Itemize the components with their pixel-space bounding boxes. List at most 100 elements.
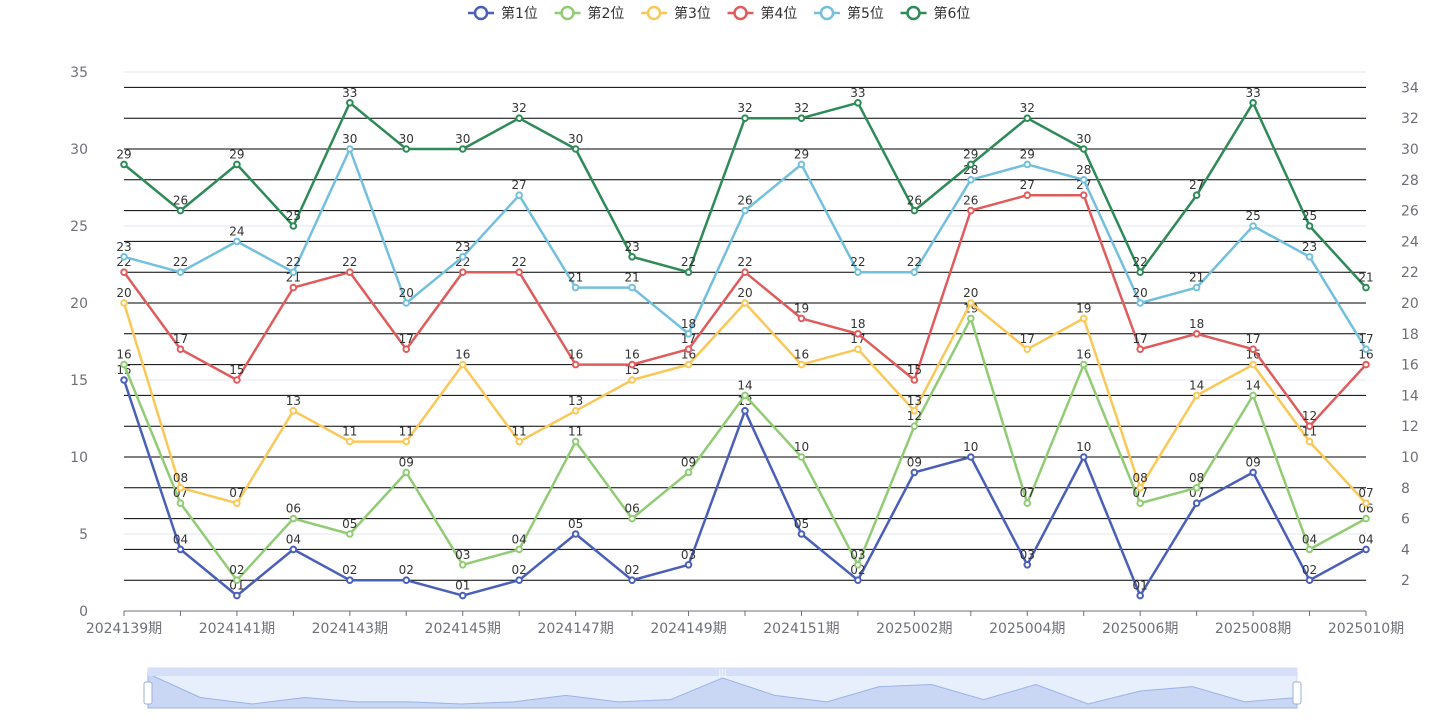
data-label: 16: [116, 348, 131, 362]
data-point: [346, 145, 354, 153]
data-point: [289, 222, 298, 230]
data-label: 13: [737, 394, 752, 408]
data-point: [741, 391, 749, 400]
legend-marker: [819, 5, 835, 21]
data-point: [797, 360, 806, 369]
legend-label: 第5位: [847, 5, 884, 22]
slider-move-handle[interactable]: |||: [718, 668, 726, 677]
data-point: [910, 376, 919, 384]
data-label: 10: [794, 440, 809, 454]
data-point: [289, 514, 298, 523]
data-label: 04: [1302, 532, 1317, 546]
data-label: 27: [1189, 178, 1204, 192]
data-label: 22: [850, 255, 865, 269]
legend-item[interactable]: 第3位: [641, 5, 711, 22]
data-point: [910, 268, 919, 277]
data-point: [854, 268, 862, 277]
data-label: 02: [850, 563, 865, 577]
data-label: 04: [512, 532, 527, 546]
data-label: 33: [850, 86, 865, 100]
data-label: 22: [342, 255, 357, 269]
data-point: [628, 376, 636, 384]
slider-sparkline: [147, 672, 1298, 709]
legend-item[interactable]: 第2位: [554, 5, 625, 22]
data-label: 14: [1245, 378, 1260, 392]
data-point: [628, 283, 636, 292]
data-label: 15: [624, 363, 639, 377]
legend-item[interactable]: 第4位: [727, 5, 798, 22]
data-point: [1023, 561, 1032, 569]
data-label: 05: [342, 517, 357, 531]
x-tick-label: 2024151期: [763, 621, 839, 637]
y-right-tick-label: 10: [1401, 450, 1419, 466]
data-label: 17: [399, 332, 414, 346]
data-point: [346, 268, 354, 277]
legend[interactable]: 第1位 第2位 第3位 第4位 第5位 第6位: [468, 5, 970, 22]
data-label: 02: [399, 563, 414, 577]
data-point: [628, 576, 636, 585]
data-point: [684, 330, 693, 338]
data-point: [458, 268, 467, 277]
slider-right-handle[interactable]: [1292, 681, 1302, 705]
data-point: [741, 299, 749, 307]
data-label: 01: [1133, 579, 1148, 593]
data-point: [233, 376, 241, 384]
data-point: [1305, 437, 1314, 446]
data-point: [797, 160, 806, 169]
data-point: [1249, 222, 1257, 230]
data-label: 20: [399, 286, 414, 300]
data-point: [1192, 330, 1201, 338]
data-point: [233, 576, 241, 585]
data-label: 11: [568, 425, 583, 439]
legend-label: 第2位: [588, 5, 625, 22]
data-label: 29: [963, 147, 978, 161]
data-point: [571, 530, 580, 538]
data-point: [684, 360, 693, 369]
data-label: 22: [737, 255, 752, 269]
data-label: 07: [1133, 486, 1148, 500]
legend-marker: [473, 5, 489, 21]
data-label: 24: [229, 224, 244, 238]
data-point: [967, 299, 975, 307]
data-label: 28: [1076, 163, 1091, 177]
data-point: [233, 591, 241, 600]
legend-item[interactable]: 第5位: [814, 5, 884, 22]
data-point: [233, 499, 241, 508]
slider-left-handle[interactable]: [143, 681, 153, 705]
data-label: 21: [1358, 271, 1373, 285]
slider-top-bar: [148, 668, 1297, 676]
data-label: 02: [342, 563, 357, 577]
datazoom-slider[interactable]: |||: [143, 667, 1302, 709]
data-label: 32: [794, 101, 809, 115]
data-label: 05: [794, 517, 809, 531]
legend-item[interactable]: 第6位: [900, 5, 971, 22]
data-point: [1023, 499, 1032, 508]
data-label: 19: [1076, 301, 1091, 315]
data-point: [176, 499, 185, 508]
data-point: [176, 268, 185, 277]
legend-marker: [560, 5, 575, 21]
y-axis-left: 0 5 10 15 20 25 30 35: [70, 65, 88, 620]
data-point: [1249, 99, 1257, 107]
data-label: 22: [286, 255, 301, 269]
data-point: [346, 530, 354, 538]
data-point: [1362, 360, 1370, 369]
x-tick-label: 2024139期: [86, 621, 162, 637]
data-point: [1023, 191, 1032, 199]
data-label: 02: [1302, 563, 1317, 577]
data-point: [910, 206, 919, 215]
data-point: [967, 314, 975, 323]
data-label: 29: [794, 147, 809, 161]
data-label: 03: [455, 548, 470, 562]
data-point: [176, 345, 185, 354]
data-point: [1192, 484, 1201, 492]
data-point: [1079, 314, 1088, 323]
legend-item[interactable]: 第1位: [468, 5, 538, 22]
data-point: [910, 468, 919, 477]
data-point: [120, 376, 128, 384]
data-point: [967, 453, 975, 461]
data-point: [1192, 191, 1201, 199]
data-point: [1023, 160, 1032, 169]
